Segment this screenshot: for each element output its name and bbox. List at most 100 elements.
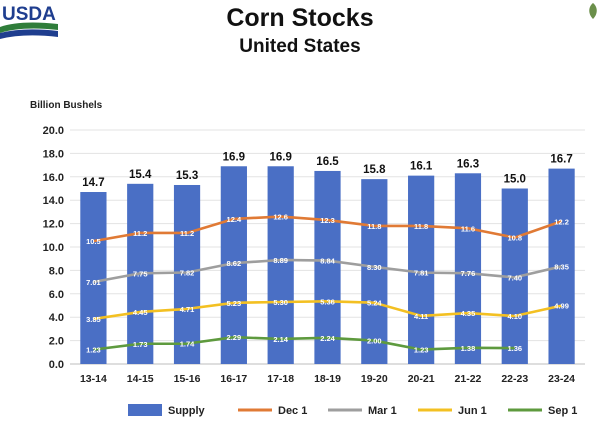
mar1-data-label: 7.82	[180, 269, 195, 278]
mar1-data-label: 7.81	[414, 269, 429, 278]
y-tick-label: 0.0	[49, 359, 64, 371]
mar1-data-label: 8.89	[273, 256, 288, 265]
x-tick-label: 15-16	[174, 373, 201, 385]
legend-label-mar1: Mar 1	[368, 405, 397, 417]
mar1-data-label: 7.40	[507, 273, 522, 282]
y-tick-label: 14.0	[43, 195, 64, 207]
x-tick-label: 14-15	[127, 373, 154, 385]
x-tick-label: 19-20	[361, 373, 388, 385]
y-tick-label: 12.0	[43, 219, 64, 231]
legend-label-dec1: Dec 1	[278, 405, 307, 417]
sep1-data-label: 1.36	[507, 344, 522, 353]
legend-swatch-supply	[128, 404, 162, 416]
sep1-data-label: 2.14	[273, 335, 288, 344]
supply-bar	[267, 166, 294, 364]
jun1-data-label: 4.11	[414, 312, 428, 321]
usda-logo-text: USDA	[2, 4, 56, 25]
mar1-data-label: 8.30	[367, 263, 382, 272]
supply-data-label: 15.4	[129, 169, 152, 181]
dec1-data-label: 12.2	[554, 217, 569, 226]
jun1-data-label: 4.10	[507, 312, 522, 321]
jun1-data-label: 5.36	[320, 297, 335, 306]
sep1-data-label: 1.73	[133, 340, 148, 349]
mar1-data-label: 7.76	[461, 269, 476, 278]
jun1-data-label: 4.35	[461, 309, 476, 318]
x-tick-label: 17-18	[267, 373, 294, 385]
dec1-data-label: 11.2	[180, 229, 194, 238]
dec1-data-label: 10.5	[86, 237, 101, 246]
y-tick-label: 4.0	[49, 312, 64, 324]
supply-bar	[408, 175, 435, 364]
y-tick-label: 16.0	[43, 172, 64, 184]
supply-bar	[361, 179, 388, 364]
usda-logo: USDA	[0, 4, 58, 39]
dec1-data-label: 11.8	[414, 222, 428, 231]
y-axis-label: Billion Bushels	[30, 100, 103, 111]
sep1-line	[93, 335, 515, 351]
supply-data-label: 15.3	[176, 170, 198, 182]
y-tick-label: 2.0	[49, 336, 64, 348]
x-tick-label: 16-17	[220, 373, 247, 385]
mar1-data-label: 7.01	[86, 278, 101, 287]
supply-data-label: 16.7	[550, 154, 572, 166]
legend-label-sep1: Sep 1	[548, 405, 577, 417]
supply-data-label: 16.9	[223, 151, 245, 163]
supply-bar	[314, 170, 341, 364]
mar1-line	[93, 258, 562, 284]
y-tick-label: 10.0	[43, 242, 64, 254]
sep1-data-label: 1.23	[86, 346, 101, 355]
jun1-data-label: 4.71	[180, 305, 195, 314]
dec1-data-label: 11.8	[367, 222, 381, 231]
x-tick-label: 20-21	[408, 373, 435, 385]
chart-title: Corn Stocks	[226, 4, 374, 32]
supply-data-label: 14.7	[82, 177, 104, 189]
chart-subtitle: United States	[239, 36, 361, 57]
jun1-line	[93, 299, 562, 321]
sep1-data-label: 1.74	[180, 340, 195, 349]
leaf-icon	[589, 3, 597, 19]
sep1-data-label: 1.38	[461, 344, 476, 353]
y-tick-label: 18.0	[43, 148, 64, 160]
jun1-data-label: 5.30	[273, 298, 288, 307]
supply-bar	[548, 168, 575, 364]
sep1-data-label: 1.23	[414, 346, 429, 355]
dec1-data-label: 10.8	[507, 234, 522, 243]
y-tick-label: 6.0	[49, 289, 64, 301]
sep1-data-label: 2.00	[367, 337, 382, 346]
jun1-data-label: 5.24	[367, 299, 382, 308]
mar1-data-label: 8.84	[320, 257, 335, 266]
supply-bar	[454, 173, 482, 364]
legend-label-jun1: Jun 1	[458, 405, 487, 417]
x-tick-label: 18-19	[314, 373, 341, 385]
supply-data-label: 16.1	[410, 161, 433, 173]
legend-label-supply: Supply	[168, 405, 206, 417]
dec1-data-label: 12.3	[320, 216, 335, 225]
supply-data-label: 16.5	[316, 156, 339, 168]
jun1-data-label: 4.45	[133, 308, 148, 317]
sep1-data-label: 2.29	[227, 333, 242, 342]
x-tick-label: 21-22	[455, 373, 482, 385]
dec1-data-label: 12.6	[273, 213, 288, 222]
supply-data-label: 15.0	[504, 174, 526, 186]
jun1-data-label: 5.23	[227, 299, 242, 308]
jun1-data-label: 3.85	[86, 315, 101, 324]
dec1-line	[93, 215, 563, 243]
x-tick-label: 23-24	[548, 373, 575, 385]
x-tick-label: 13-14	[80, 373, 107, 385]
mar1-data-label: 8.62	[227, 259, 242, 268]
y-tick-label: 20.0	[43, 125, 64, 137]
mar1-data-label: 7.75	[133, 269, 148, 278]
dec1-data-label: 11.2	[133, 229, 147, 238]
dec1-data-label: 12.4	[227, 215, 242, 224]
supply-data-label: 15.8	[363, 164, 386, 176]
dec1-data-label: 11.6	[461, 224, 475, 233]
jun1-data-label: 4.99	[554, 302, 569, 311]
supply-data-label: 16.9	[269, 151, 291, 163]
x-tick-label: 22-23	[501, 373, 528, 385]
sep1-data-label: 2.24	[320, 334, 335, 343]
supply-data-label: 16.3	[457, 158, 479, 170]
supply-bar	[80, 192, 107, 364]
mar1-data-label: 8.35	[554, 262, 569, 271]
